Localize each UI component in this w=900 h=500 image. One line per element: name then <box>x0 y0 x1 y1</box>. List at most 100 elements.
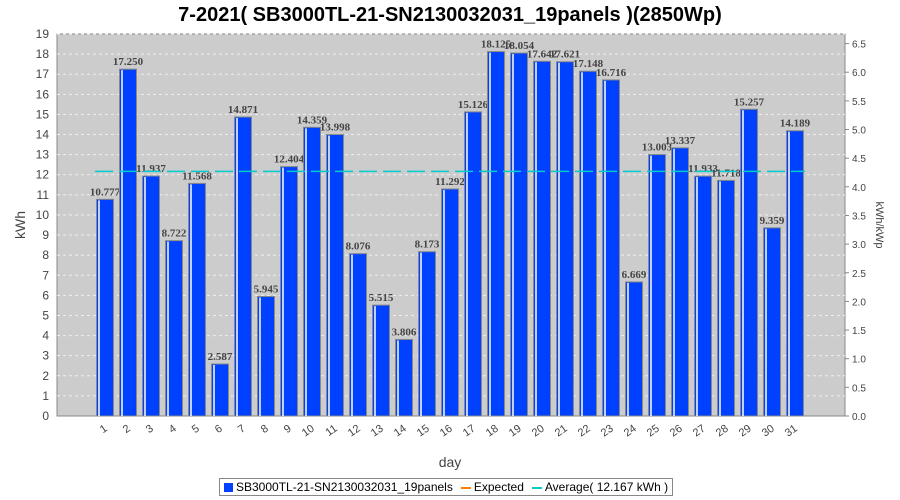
bar <box>326 134 344 417</box>
legend-item-average: Average( 12.167 kWh ) <box>531 480 668 494</box>
y-tick-label: 10 <box>36 208 50 222</box>
y-tick-label: 12 <box>36 168 50 182</box>
x-tick-label: 1 <box>98 423 110 436</box>
bar <box>119 68 137 417</box>
y-tick-label: 8 <box>42 248 49 262</box>
data-label: 9.359 <box>760 215 785 227</box>
bar <box>625 281 643 417</box>
x-tick-label: 27 <box>691 423 708 440</box>
x-tick-label: 29 <box>737 423 754 440</box>
data-label: 12.404 <box>274 154 305 166</box>
data-label: 13.003 <box>642 142 673 154</box>
y-tick-label: 16 <box>36 87 50 101</box>
legend-label: Expected <box>473 480 524 494</box>
bar <box>257 295 275 417</box>
bar <box>395 338 413 417</box>
bar <box>648 154 666 417</box>
x-tick-label: 9 <box>282 423 294 436</box>
bar <box>303 126 321 417</box>
bar <box>418 251 436 417</box>
y-right-tick-label: 1.0 <box>852 355 866 366</box>
y-right-tick-label: 4.5 <box>852 154 866 165</box>
y-right-tick-label: 4.0 <box>852 183 866 194</box>
legend-swatch <box>460 486 471 489</box>
x-tick-label: 25 <box>645 423 662 440</box>
data-label: 11.568 <box>182 170 212 182</box>
y-right-tick-label: 2.5 <box>852 269 866 280</box>
x-tick-label: 11 <box>323 423 339 439</box>
data-label: 8.722 <box>162 228 187 240</box>
y-right-tick-label: 0.0 <box>852 412 866 423</box>
legend-swatch <box>531 486 542 489</box>
x-tick-label: 16 <box>438 423 455 440</box>
bar <box>188 182 206 417</box>
data-label: 2.587 <box>208 351 233 363</box>
data-label: 8.076 <box>346 241 371 253</box>
y-tick-label: 15 <box>36 107 50 121</box>
data-label: 11.937 <box>136 163 166 175</box>
data-label: 10.777 <box>90 186 121 198</box>
data-label: 16.716 <box>596 67 627 79</box>
y-tick-label: 11 <box>37 188 50 202</box>
data-label: 17.250 <box>113 56 144 68</box>
y-right-tick-label: 3.5 <box>852 211 866 222</box>
bar <box>579 70 597 417</box>
bar <box>694 175 712 417</box>
y-tick-label: 18 <box>36 47 50 61</box>
y-tick-label: 7 <box>42 268 49 282</box>
bar <box>349 253 367 417</box>
data-label: 15.126 <box>458 99 489 111</box>
x-tick-label: 5 <box>190 423 202 436</box>
data-label: 18.125 <box>481 39 512 51</box>
y-right-tick-label: 6.5 <box>852 40 866 51</box>
bar <box>280 166 298 417</box>
x-tick-label: 6 <box>213 423 225 436</box>
data-label: 14.871 <box>228 104 258 116</box>
y-tick-label: 14 <box>36 128 50 142</box>
x-tick-label: 14 <box>392 423 409 440</box>
x-tick-label: 22 <box>576 423 593 440</box>
legend-item-expected: Expected <box>460 480 524 494</box>
y-tick-label: 17 <box>36 67 50 81</box>
data-label: 3.806 <box>392 326 417 338</box>
data-label: 18.054 <box>504 40 535 52</box>
data-label: 11.718 <box>711 167 741 179</box>
bar <box>740 108 758 417</box>
y-tick-label: 2 <box>42 369 49 383</box>
bar <box>441 188 459 417</box>
bar <box>487 51 505 417</box>
y-right-tick-label: 3.0 <box>852 240 866 251</box>
y-right-tick-label: 5.0 <box>852 126 866 137</box>
legend-item-production: SB3000TL-21-SN2130032031_19panels <box>224 480 453 494</box>
x-tick-label: 10 <box>300 423 317 440</box>
x-tick-label: 19 <box>507 423 524 440</box>
x-tick-label: 4 <box>167 423 179 436</box>
x-axis-label: day <box>439 454 462 470</box>
bar <box>372 304 390 417</box>
x-tick-label: 20 <box>530 423 547 440</box>
data-label: 15.257 <box>734 96 765 108</box>
x-tick-label: 2 <box>121 423 133 436</box>
y-tick-label: 3 <box>42 349 49 363</box>
data-label: 14.189 <box>780 118 811 130</box>
data-label: 14.359 <box>297 114 328 126</box>
x-tick-label: 28 <box>714 423 731 440</box>
bar <box>142 175 160 417</box>
bar <box>602 79 620 417</box>
bar <box>165 240 183 417</box>
x-tick-label: 7 <box>236 423 248 436</box>
x-tick-label: 3 <box>144 423 156 436</box>
x-tick-label: 13 <box>369 423 386 440</box>
bar <box>533 60 551 417</box>
bar <box>671 147 689 417</box>
y-right-tick-label: 5.5 <box>852 97 866 108</box>
bar <box>464 111 482 417</box>
legend-label: SB3000TL-21-SN2130032031_19panels <box>236 480 453 494</box>
x-tick-label: 18 <box>484 423 501 440</box>
data-label: 11.292 <box>435 176 465 188</box>
chart-title: 7-2021( SB3000TL-21-SN2130032031_19panel… <box>178 4 722 26</box>
x-tick-label: 24 <box>622 423 639 440</box>
data-label: 13.337 <box>665 135 696 147</box>
